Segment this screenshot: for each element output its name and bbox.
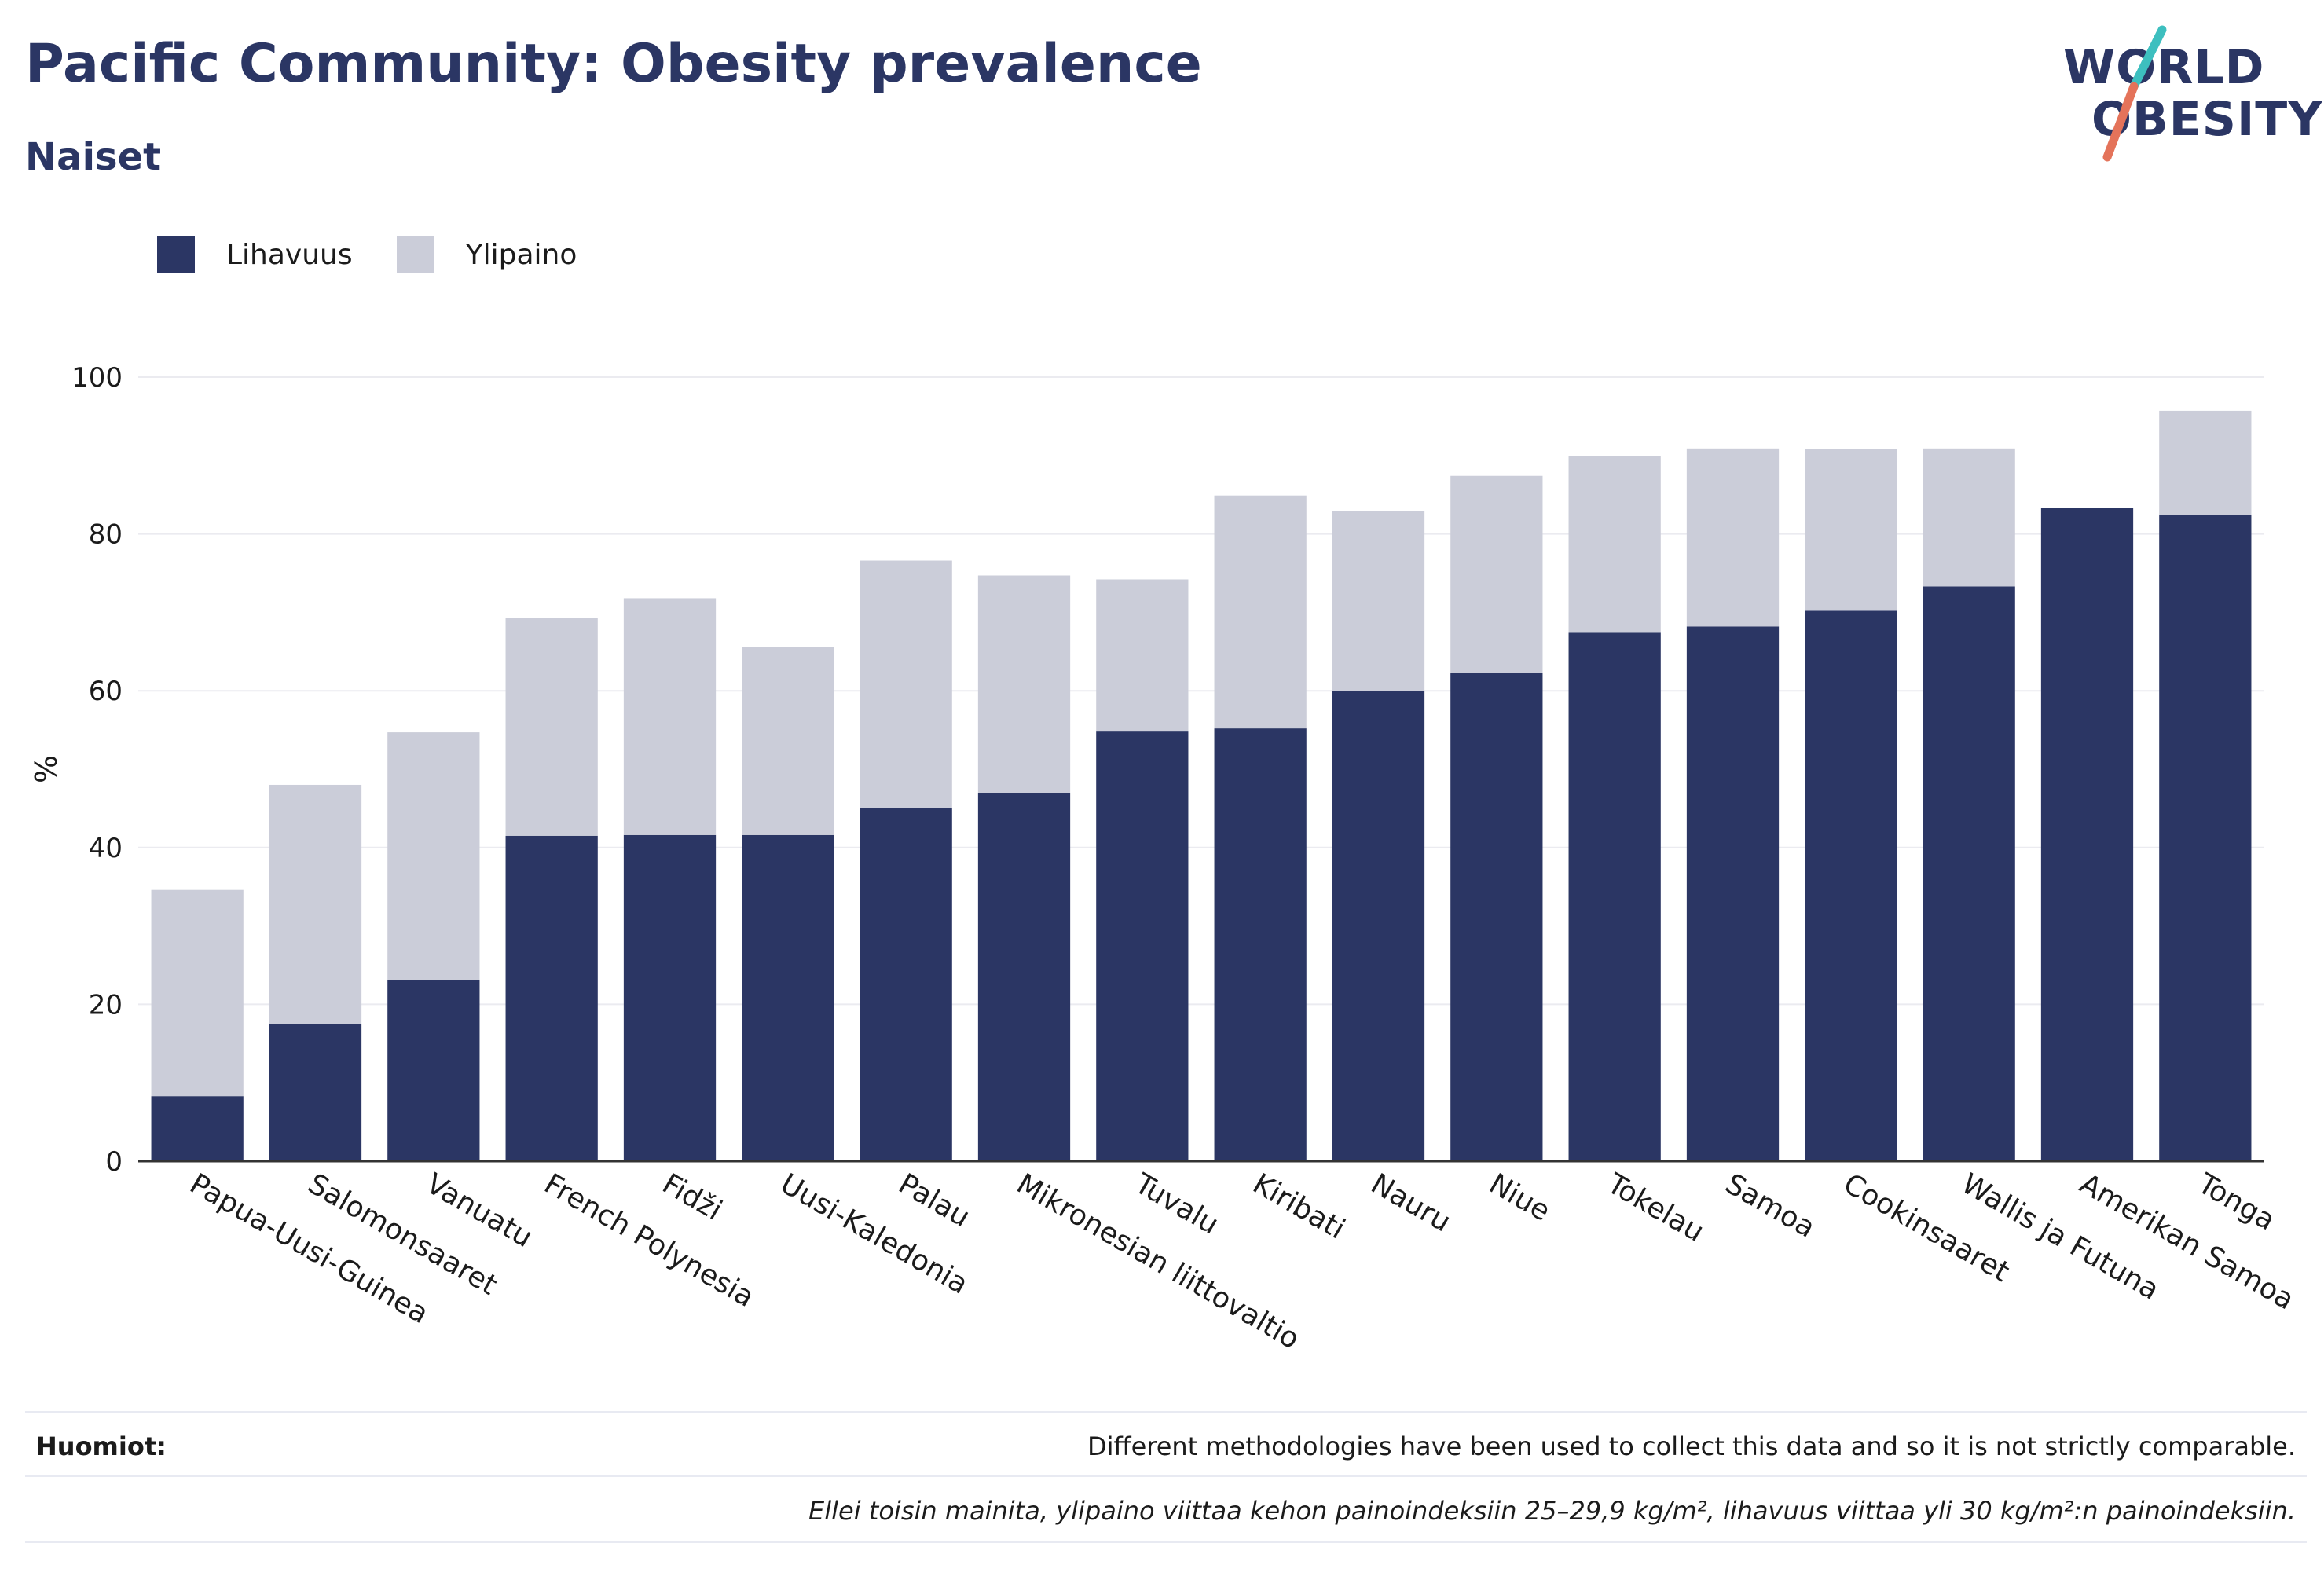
y-tick-label: 40 (89, 833, 123, 864)
definitions-text: Ellei toisin mainita, ylipaino viittaa k… (808, 1496, 2296, 1526)
bar-obesity (269, 1024, 362, 1161)
x-tick-label: Palau (893, 1167, 976, 1233)
bar-overweight (1686, 448, 1780, 627)
x-tick-label: Kiribati (1248, 1167, 1351, 1245)
x-tick-label: Tokelau (1601, 1167, 1710, 1248)
legend-item-overweight[interactable]: Ylipaino (396, 236, 577, 273)
bar-overweight (742, 647, 834, 835)
bar-overweight (269, 784, 362, 1024)
logo-slash-icon (2102, 25, 2167, 162)
bar-obesity (1214, 728, 1307, 1161)
bar-obesity (1568, 632, 1661, 1161)
bar-obesity (505, 835, 598, 1161)
notes-label: Huomiot: (36, 1431, 167, 1461)
x-tick-label: Fidži (657, 1167, 728, 1226)
bar-overweight (623, 598, 717, 835)
legend-swatch-overweight (396, 236, 434, 273)
bar-overweight (1568, 456, 1661, 633)
bar-obesity (1923, 586, 2015, 1161)
bar-obesity (623, 834, 717, 1161)
bar-obesity (151, 1096, 244, 1161)
y-tick-label: 80 (89, 519, 123, 551)
bar-overweight (1450, 475, 1543, 673)
legend-label-overweight: Ylipaino (465, 238, 577, 271)
bar-obesity (1096, 731, 1189, 1161)
legend-swatch-obesity (157, 236, 195, 273)
x-tick-label: Wallis ja Futuna (1956, 1167, 2165, 1307)
bar-overweight (1332, 511, 1425, 691)
bar-obesity (2040, 508, 2134, 1161)
bar-overweight (151, 889, 244, 1097)
y-tick-label: 0 (105, 1146, 123, 1178)
legend-item-obesity[interactable]: Lihavuus (157, 236, 353, 273)
legend-label-obesity: Lihavuus (226, 238, 353, 271)
definitions-row: Ellei toisin mainita, ylipaino viittaa k… (25, 1475, 2307, 1543)
chart-title: Pacific Community: Obesity prevalence (25, 33, 1202, 95)
x-tick-label: Tonga (2191, 1167, 2280, 1237)
x-tick-label: Niue (1483, 1167, 1555, 1227)
y-tick-label: 60 (89, 676, 123, 707)
bar-obesity (742, 834, 834, 1161)
bar-obesity (1450, 673, 1543, 1161)
bar-obesity (860, 808, 952, 1161)
y-axis-label: % (29, 755, 64, 783)
bar-overweight (1214, 495, 1307, 729)
x-tick-label: Nauru (1365, 1167, 1456, 1238)
notes-row: Huomiot: Different methodologies have be… (25, 1411, 2307, 1477)
world-obesity-logo: WORLD OBESITY (2058, 24, 2322, 169)
bar-overweight (977, 575, 1071, 793)
x-tick-label: Samoa (1720, 1167, 1820, 1244)
x-tick-label: Amerikan Samoa (2074, 1167, 2300, 1316)
y-tick-label: 20 (89, 989, 123, 1021)
bar-overweight (2159, 410, 2252, 515)
stacked-bar-chart: 020406080100%Papua-Uusi-GuineaSalomonsaa… (29, 362, 2300, 1356)
y-tick-label: 100 (71, 362, 123, 394)
bar-overweight (505, 618, 598, 836)
bar-overweight (1096, 579, 1189, 732)
x-tick-label: French Polynesia (539, 1167, 760, 1314)
bar-obesity (1805, 610, 1897, 1161)
bar-overweight (1805, 449, 1897, 611)
bar-obesity (1332, 691, 1425, 1161)
bar-overweight (1923, 448, 2015, 587)
chart-legend: Lihavuus Ylipaino (157, 233, 621, 277)
bar-obesity (1686, 626, 1780, 1161)
bar-obesity (2159, 515, 2252, 1161)
chart-subtitle: Naiset (25, 135, 162, 179)
bar-obesity (977, 793, 1071, 1161)
bar-overweight (860, 560, 952, 808)
logo-word-world: WORLD (2063, 40, 2265, 95)
bar-obesity (387, 980, 480, 1161)
notes-text: Different methodologies have been used t… (1087, 1431, 2296, 1461)
bar-overweight (387, 732, 480, 980)
x-tick-label: Tuvalu (1128, 1167, 1223, 1241)
